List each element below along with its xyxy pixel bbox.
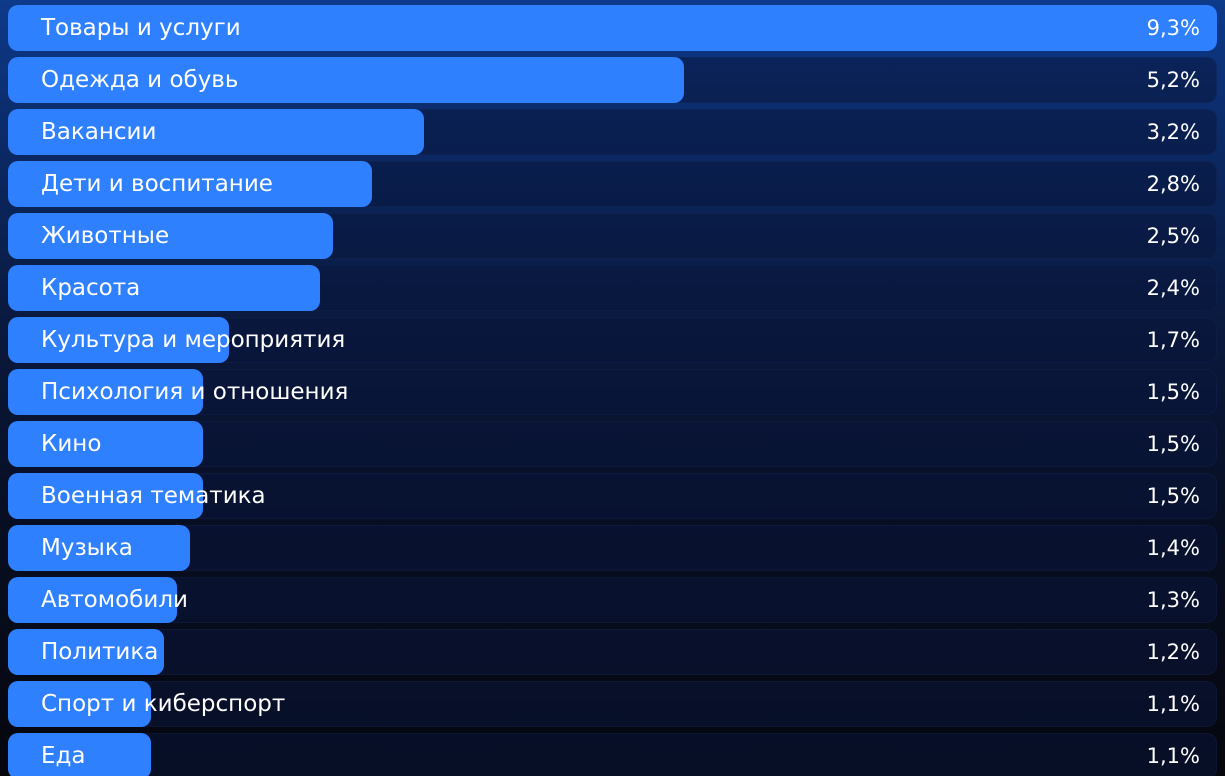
chart-row: Дети и воспитание 2,8% <box>8 161 1217 207</box>
chart-bar <box>8 733 151 776</box>
chart-row: Спорт и киберспорт 1,1% <box>8 681 1217 727</box>
category-label: Красота <box>41 275 141 301</box>
chart-row: Политика 1,2% <box>8 629 1217 675</box>
value-label: 1,3% <box>1146 588 1200 612</box>
chart-row: Кино 1,5% <box>8 421 1217 467</box>
value-label: 2,8% <box>1146 172 1200 196</box>
category-label: Животные <box>41 223 170 249</box>
value-label: 1,5% <box>1146 380 1200 404</box>
category-label: Спорт и киберспорт <box>41 691 286 717</box>
chart-row: Психология и отношения 1,5% <box>8 369 1217 415</box>
value-label: 1,5% <box>1146 484 1200 508</box>
chart-bar <box>8 213 333 259</box>
chart-row: Музыка 1,4% <box>8 525 1217 571</box>
category-label: Психология и отношения <box>41 379 349 405</box>
chart-bar <box>8 629 164 675</box>
chart-row: Одежда и обувь 5,2% <box>8 57 1217 103</box>
chart-row: Культура и мероприятия 1,7% <box>8 317 1217 363</box>
chart-row: Еда 1,1% <box>8 733 1217 776</box>
category-label: Автомобили <box>41 587 188 613</box>
value-label: 1,5% <box>1146 432 1200 456</box>
category-label: Политика <box>41 639 159 665</box>
category-label: Военная тематика <box>41 483 266 509</box>
category-label: Кино <box>41 431 102 457</box>
chart-bar <box>8 473 203 519</box>
chart-bar <box>8 525 190 571</box>
value-label: 5,2% <box>1146 68 1200 92</box>
value-label: 9,3% <box>1146 16 1200 40</box>
category-label: Дети и воспитание <box>41 171 273 197</box>
chart-bar <box>8 681 151 727</box>
value-label: 3,2% <box>1146 120 1200 144</box>
chart-bar <box>8 421 203 467</box>
chart-bar <box>8 577 177 623</box>
chart-row: Красота 2,4% <box>8 265 1217 311</box>
value-label: 1,2% <box>1146 640 1200 664</box>
chart-row: Автомобили 1,3% <box>8 577 1217 623</box>
category-label: Музыка <box>41 535 133 561</box>
chart-row: Животные 2,5% <box>8 213 1217 259</box>
value-label: 2,4% <box>1146 276 1200 300</box>
value-label: 1,7% <box>1146 328 1200 352</box>
chart-row: Товары и услуги 9,3% <box>8 5 1217 51</box>
chart-bar <box>8 265 320 311</box>
chart-bar <box>8 109 424 155</box>
chart-bar <box>8 57 684 103</box>
value-label: 1,4% <box>1146 536 1200 560</box>
chart-bar <box>8 369 203 415</box>
category-label: Еда <box>41 743 86 769</box>
chart-row: Вакансии 3,2% <box>8 109 1217 155</box>
category-label: Культура и мероприятия <box>41 327 346 353</box>
chart-row: Военная тематика 1,5% <box>8 473 1217 519</box>
category-label: Вакансии <box>41 119 157 145</box>
value-label: 1,1% <box>1146 744 1200 768</box>
category-label: Товары и услуги <box>41 15 241 41</box>
category-label: Одежда и обувь <box>41 67 239 93</box>
chart-bar <box>8 161 372 207</box>
value-label: 1,1% <box>1146 692 1200 716</box>
chart-bar <box>8 317 229 363</box>
value-label: 2,5% <box>1146 224 1200 248</box>
chart-bar <box>8 5 1217 51</box>
